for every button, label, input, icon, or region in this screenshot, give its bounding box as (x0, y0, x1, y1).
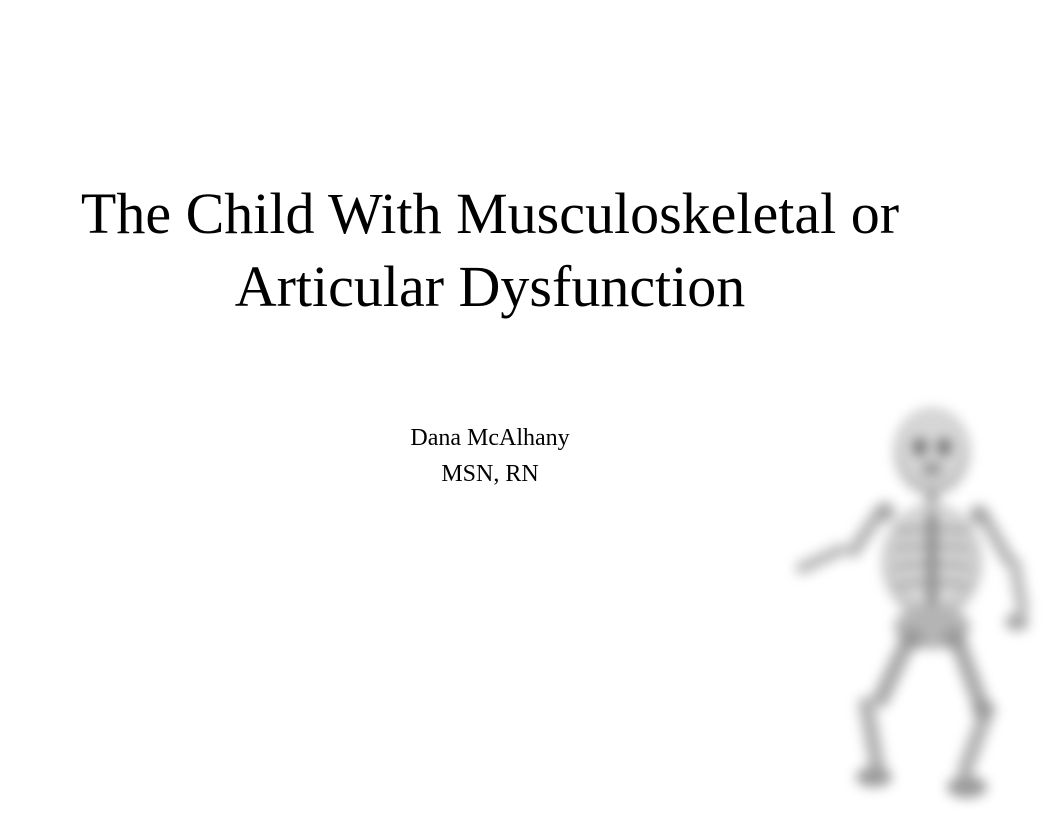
skeleton-image (782, 397, 1062, 827)
slide-title: The Child With Musculoskeletal or Articu… (0, 178, 980, 323)
slide-container: The Child With Musculoskeletal or Articu… (0, 0, 1062, 797)
